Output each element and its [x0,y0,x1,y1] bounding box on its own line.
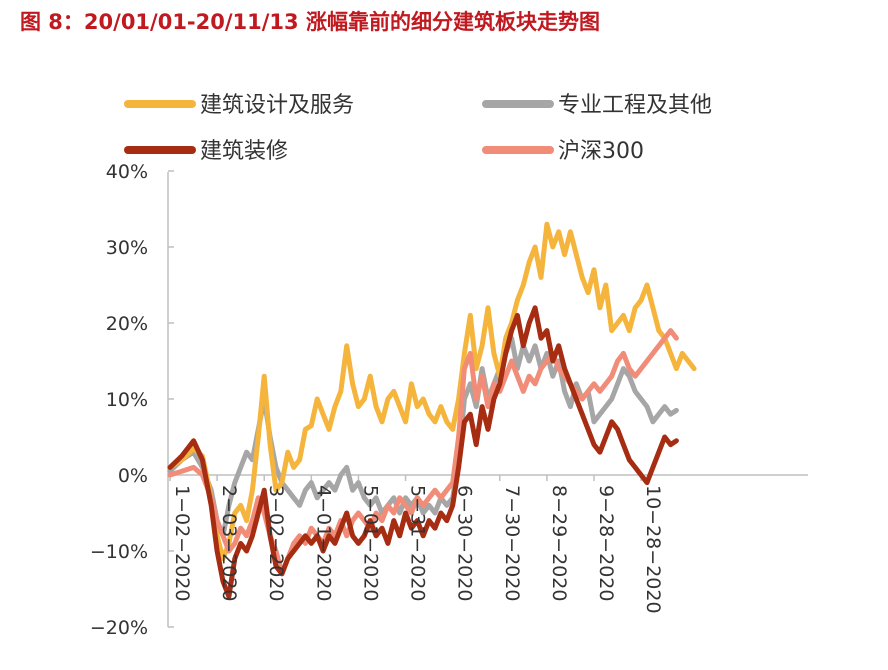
x-tick-label: 4−01−2020 [312,485,334,601]
legend-label: 沪深300 [558,139,644,164]
series-lines [167,221,697,600]
chart-title: 图 8：20/01/01-20/11/13 涨幅靠前的细分建筑板块走势图 [20,10,600,34]
x-tick-label: 9−28−2020 [595,485,617,601]
x-tick-label: 8−29−2020 [548,485,570,601]
series-line [167,221,697,562]
x-tick-label: 5−01−2020 [359,485,381,601]
legend-label: 建筑设计及服务 [200,93,354,118]
y-axis-ticks: −20% −10% 0% 10% 20% 30% 40% [90,161,148,639]
y-tick-label: 40% [106,161,148,183]
x-tick-label: 5−31−2020 [407,485,429,601]
legend-label: 建筑装修 [200,139,288,164]
x-tick-label: 6−30−2020 [454,485,476,601]
x-tick-label: 10−28−2020 [642,485,664,614]
x-tick-label: 7−30−2020 [501,485,523,601]
y-tick-label: 0% [118,465,148,487]
series-line [167,305,679,600]
x-tick-label: 2−03−2020 [218,485,240,601]
y-tick-label: 10% [106,389,148,411]
y-tick-label: −20% [90,617,148,639]
x-tick-label: 1−02−2020 [171,485,193,601]
legend-label: 专业工程及其他 [558,93,712,118]
x-tick-label: 3−02−2020 [265,485,287,601]
y-tick-label: 20% [106,313,148,335]
x-axis-ticks: 1−02−2020 2−03−2020 3−02−2020 4−01−2020 5−01… [171,485,664,614]
y-tick-label: −10% [90,541,148,563]
y-tick-label: 30% [106,237,148,259]
